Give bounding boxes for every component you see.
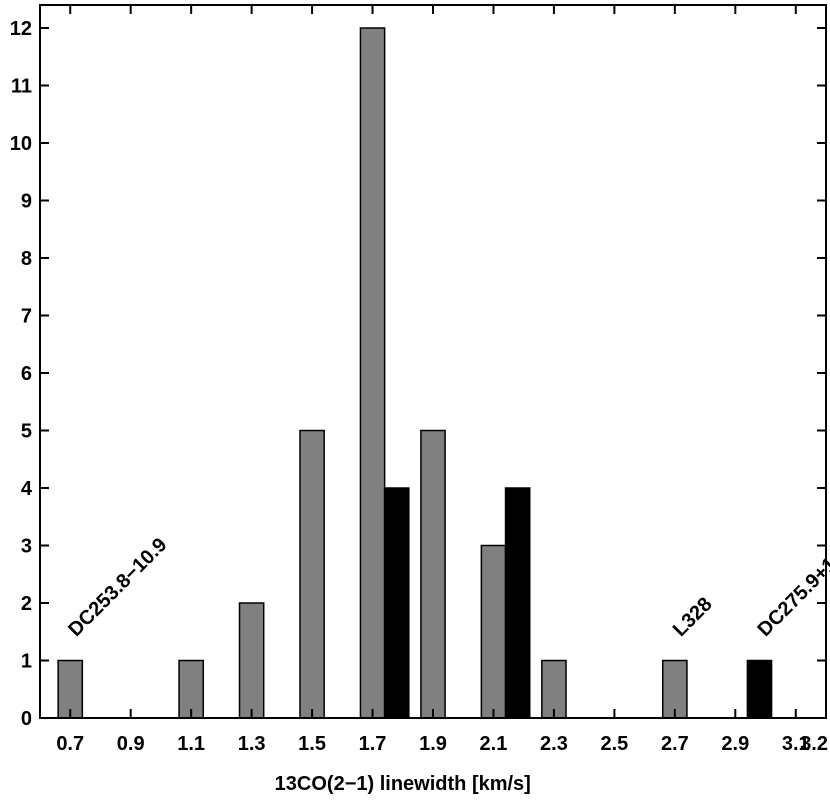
x-tick-label: 2.7 [661, 733, 689, 755]
y-tick-label: 12 [10, 18, 32, 40]
x-tick-label: 1.3 [238, 733, 266, 755]
annotation-label: DC253.8−10.9 [64, 534, 171, 641]
x-axis-label: 13CO(2−1) linewidth [km/s] [275, 773, 531, 795]
y-tick-label: 10 [10, 133, 32, 155]
x-tick-label: 1.5 [298, 733, 326, 755]
bar-series1-3 [299, 429, 325, 719]
annotations-layer: DC253.8−10.9 L328 DC275.9+1.9 [64, 534, 830, 641]
bar-series2-1 [504, 487, 531, 719]
bar-series1-4 [359, 27, 386, 719]
y-tick-label: 9 [21, 191, 32, 213]
bar-series1-6 [480, 544, 507, 719]
x-tick-label: 2.1 [480, 733, 508, 755]
x-tick-label: 2.3 [540, 733, 568, 755]
y-tick-label: 0 [21, 708, 32, 730]
bars-layer [57, 27, 773, 719]
y-tick-label: 11 [11, 76, 32, 98]
y-tick-label: 2 [21, 593, 32, 615]
bar-series1-5 [420, 429, 446, 719]
x-tick-label: 2.5 [600, 733, 628, 755]
x-tick-label: 1.7 [359, 733, 387, 755]
x-tick-label: 1.9 [419, 733, 447, 755]
annotation-label: L328 [669, 593, 717, 641]
y-tick-label: 4 [21, 478, 33, 500]
y-tick-label: 3 [21, 536, 32, 558]
annotation-label: DC275.9+1.9 [753, 542, 830, 641]
y-tick-label: 6 [21, 363, 32, 385]
y-tick-label: 7 [21, 306, 32, 328]
x-tick-label: 0.9 [117, 733, 145, 755]
bar-series1-8 [662, 659, 688, 719]
y-tick-label: 8 [21, 248, 32, 270]
bar-series2-2 [746, 659, 773, 719]
y-tick-label: 1 [21, 651, 32, 673]
x-tick-label: 3.1 [782, 733, 810, 755]
x-tick-label: 0.7 [56, 733, 84, 755]
x-tick-label: 3.2 [800, 733, 828, 755]
x-tick-label: 2.9 [721, 733, 749, 755]
bar-series2-0 [383, 487, 410, 719]
ticks-layer [40, 5, 827, 719]
bar-series1-2 [238, 602, 265, 719]
y-tick-label: 5 [21, 421, 32, 443]
x-tick-label: 1.1 [177, 733, 205, 755]
